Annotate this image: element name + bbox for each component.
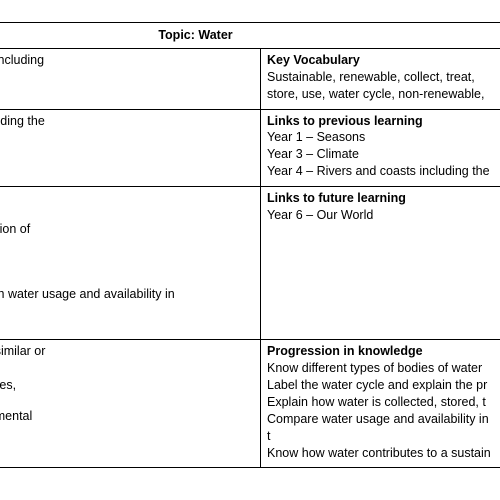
cell-links-future: Links to future learning Year 6 – Our Wo… — [261, 187, 500, 340]
cell-key-vocabulary: Key Vocabulary Sustainable, renewable, c… — [261, 48, 500, 109]
text-line: Know different types of bodies of water — [267, 360, 494, 377]
text-line: cle then write a brief explanation of — [0, 221, 254, 238]
topic-table: Topic: Water spects of human geography i… — [0, 22, 500, 468]
text-line: Year 3 – Climate — [267, 146, 494, 163]
text-line: Compare water usage and availability in … — [267, 411, 494, 445]
text-line: in the uk. — [0, 269, 254, 286]
spacer — [0, 394, 254, 408]
cell-sequence: . cle then write a brief explanation of … — [0, 187, 261, 340]
text-line: are more causal — [0, 442, 254, 459]
text-line: on geographical and environmental — [0, 408, 254, 425]
cell-links-previous: Links to previous learning Year 1 – Seas… — [261, 109, 500, 187]
curriculum-table-fragment: Topic: Water spects of human geography i… — [0, 0, 500, 468]
spacer — [0, 238, 254, 252]
topic-header: Topic: Water — [0, 23, 500, 49]
text-line: Explain how water is collected, stored, … — [267, 394, 494, 411]
section-heading: Key Vocabulary — [267, 52, 494, 69]
text-line: Label the water cycle and explain the pr — [267, 377, 494, 394]
text-line: spects of human geography including — [0, 52, 254, 69]
text-line: ecting people and places, with water usa… — [0, 286, 254, 303]
text-line: ople may think differently — [0, 425, 254, 442]
section-heading: Links to previous learning — [267, 113, 494, 130]
text-line: Know how water contributes to a sustain — [267, 445, 494, 462]
section-heading: Progression in knowledge — [267, 343, 494, 360]
text-line: tainable future? — [0, 316, 254, 333]
spacer — [0, 302, 254, 316]
text-line: Year 6 – Our World — [267, 207, 494, 224]
text-line: w and why some places are similar or — [0, 343, 254, 360]
cell-intent-1: spects of human geography including — [0, 48, 261, 109]
cell-progression-knowledge: Progression in knowledge Know different … — [261, 340, 500, 468]
text-line: Year 1 – Seasons — [267, 129, 494, 146]
section-heading: Links to future learning — [267, 190, 494, 207]
cell-progression-left: w and why some places are similar or ang… — [0, 340, 261, 468]
text-body: Sustainable, renewable, collect, treat, … — [267, 69, 494, 103]
text-line: water is: — [0, 252, 254, 269]
text-line: including energy — [0, 129, 254, 146]
text-line: Year 4 – Rivers and coasts including the — [267, 163, 494, 180]
text-line: . — [0, 190, 254, 207]
spacer — [0, 207, 254, 221]
text-line: ecting people in different places, — [0, 377, 254, 394]
text-line: ange — [0, 360, 254, 377]
cell-intent-2: cts of human geography including the inc… — [0, 109, 261, 187]
text-line: cts of human geography including the — [0, 113, 254, 130]
